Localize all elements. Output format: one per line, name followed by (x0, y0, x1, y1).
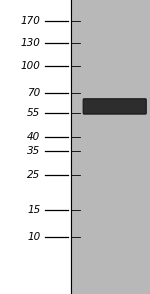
Text: 40: 40 (27, 132, 40, 142)
Text: 100: 100 (21, 61, 40, 71)
Text: 55: 55 (27, 108, 40, 118)
Text: 15: 15 (27, 205, 40, 215)
Text: 70: 70 (27, 88, 40, 98)
Text: 25: 25 (27, 170, 40, 180)
Bar (70, 0, 150, 294)
Text: 170: 170 (21, 16, 40, 26)
FancyBboxPatch shape (83, 99, 146, 114)
Text: 130: 130 (21, 38, 40, 48)
Text: 10: 10 (27, 232, 40, 242)
Text: 35: 35 (27, 146, 40, 156)
